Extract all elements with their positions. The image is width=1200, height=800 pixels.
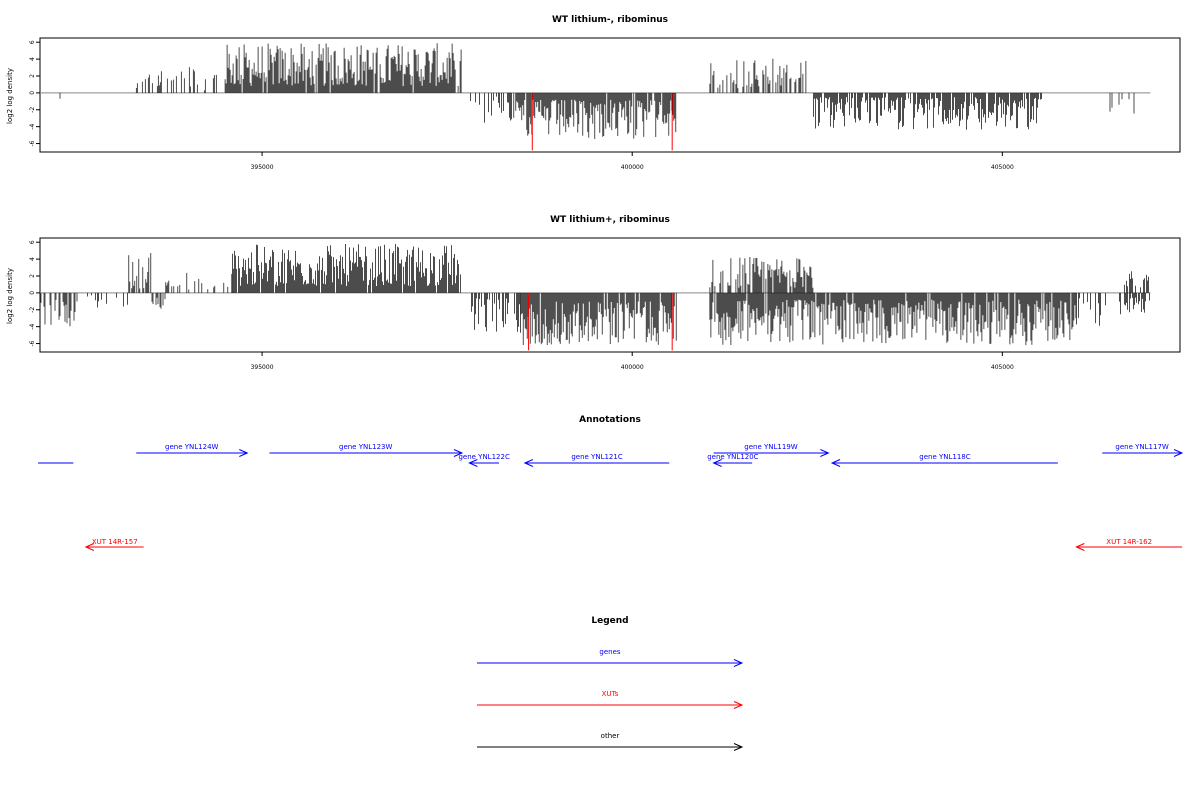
panel-title: WT lithium+, ribominus [550, 215, 670, 225]
gene-label: gene YNL117W [1115, 443, 1168, 451]
legend-title: Legend [591, 616, 628, 626]
y-tick-label: -2 [29, 307, 36, 313]
y-tick-label: -6 [29, 340, 36, 346]
legend-item: XUTs [477, 690, 744, 709]
plot-frame [39, 237, 1181, 353]
y-tick-label: 6 [29, 40, 36, 44]
gene-label: gene YNL120C [707, 453, 758, 461]
gene-annotation: gene YNL124W [136, 443, 249, 457]
gene-annotation: gene YNL123W [269, 443, 464, 457]
xut-annotations: XUT 14R-157 XUT 14R-162 [84, 538, 1182, 551]
y-tick-label: 4 [29, 57, 36, 61]
xut-label: XUT 14R-157 [92, 538, 138, 546]
panel-title: WT lithium-, ribominus [552, 15, 668, 25]
legend-label: XUTs [602, 690, 619, 698]
gene-annotation: gene YNL122C [458, 453, 510, 467]
legend-item: other [477, 732, 744, 751]
gene-annotation: gene YNL117W [1102, 443, 1184, 457]
x-tick-label: 405000 [991, 164, 1014, 171]
gene-label: gene YNL121C [571, 453, 622, 461]
coverage-panel-lithium-minus: WT lithium-, ribominus log2 log density … [6, 15, 1181, 171]
x-tick-label: 400000 [621, 364, 644, 371]
legend-items: genes XUTs other [477, 648, 744, 751]
legend-label: other [601, 732, 620, 740]
x-tick-label: 395000 [251, 364, 274, 371]
xut-arrow-arrowhead [84, 543, 95, 551]
y-tick-label: 2 [29, 74, 36, 78]
legend-label: genes [599, 648, 620, 656]
gene-arrow-arrowhead [820, 449, 830, 457]
gene-annotations: gene YNL124W gene YNL123W gene YNL122C gene… [38, 443, 1184, 467]
gene-arrow-arrowhead [468, 459, 478, 467]
y-tick-label: -4 [29, 323, 36, 329]
xut-arrow-arrowhead [1075, 543, 1085, 551]
plot-frame [39, 37, 1181, 153]
gene-label: gene YNL124W [165, 443, 218, 451]
axes: -6 -4 -2 0 2 4 6 395000 400000 405000 [29, 40, 1014, 171]
legend: Legend genes XUTs other [477, 616, 744, 751]
gene-arrow-arrowhead [830, 459, 841, 467]
x-tick-label: 405000 [991, 364, 1014, 371]
gene-annotation: gene YNL121C [523, 453, 670, 467]
coverage-bars [40, 43, 1151, 151]
y-tick-label: -4 [29, 123, 36, 129]
xut-annotation: XUT 14R-162 [1075, 538, 1182, 551]
axes: -6 -4 -2 0 2 4 6 395000 400000 405000 [29, 240, 1014, 371]
y-tick-label: 4 [29, 257, 36, 261]
gene-annotation: gene YNL120C [707, 453, 759, 467]
gene-arrow-arrowhead [453, 449, 464, 457]
gene-label: gene YNL123W [339, 443, 392, 451]
gene-annotation: gene YNL119W [713, 443, 830, 457]
coverage-panel-lithium-plus: WT lithium+, ribominus log2 log density … [6, 215, 1181, 371]
legend-arrow-arrowhead [733, 743, 744, 751]
gene-annotation: gene YNL118C [830, 453, 1058, 467]
annotations-title: Annotations [579, 415, 641, 425]
xut-label: XUT 14R-162 [1106, 538, 1152, 546]
y-tick-label: 0 [29, 91, 36, 95]
legend-arrow-arrowhead [733, 701, 744, 709]
gene-arrow-arrowhead [523, 459, 534, 467]
y-axis-label: log2 log density [6, 268, 14, 324]
coverage-bars [40, 243, 1151, 351]
y-tick-label: -2 [29, 107, 36, 113]
y-tick-label: 2 [29, 274, 36, 278]
y-axis-label: log2 log density [6, 68, 14, 124]
gene-label: gene YNL118C [919, 453, 970, 461]
xut-annotation: XUT 14R-157 [84, 538, 144, 551]
x-tick-label: 395000 [251, 164, 274, 171]
gene-arrow-arrowhead [239, 449, 249, 457]
y-tick-label: 0 [29, 291, 36, 295]
y-tick-label: -6 [29, 140, 36, 146]
gene-arrow-arrowhead [712, 459, 722, 467]
annotations-track: Annotations gene YNL124W gene YNL123Wgene… [38, 415, 1184, 551]
legend-arrow-arrowhead [733, 659, 744, 667]
gene-label: gene YNL122C [458, 453, 509, 461]
y-tick-label: 6 [29, 240, 36, 244]
gene-label: gene YNL119W [744, 443, 797, 451]
gene-arrow-arrowhead [1173, 449, 1184, 457]
x-tick-label: 400000 [621, 164, 644, 171]
legend-item: genes [477, 648, 744, 667]
